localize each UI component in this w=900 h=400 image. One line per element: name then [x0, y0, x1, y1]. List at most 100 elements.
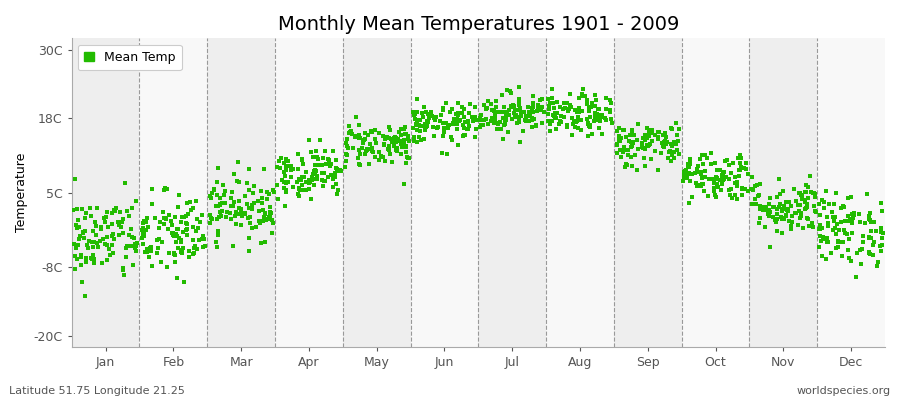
- Point: [508, 103, 522, 109]
- Point: [401, 132, 416, 139]
- Point: [262, 191, 276, 197]
- Point: [76, 230, 90, 236]
- Point: [492, 118, 507, 125]
- Point: [841, 195, 855, 201]
- Point: [734, 186, 749, 192]
- Point: [819, 256, 833, 262]
- Point: [241, 214, 256, 221]
- Point: [372, 149, 386, 155]
- Point: [266, 230, 280, 236]
- Point: [210, 191, 224, 198]
- Point: [407, 110, 421, 117]
- Point: [186, 244, 201, 251]
- Point: [490, 98, 504, 104]
- Point: [598, 115, 612, 122]
- Point: [263, 204, 277, 210]
- Point: [842, 218, 856, 224]
- Point: [682, 170, 697, 177]
- Point: [246, 190, 260, 196]
- Point: [447, 116, 462, 123]
- Point: [329, 191, 344, 197]
- Point: [128, 244, 142, 251]
- Point: [629, 167, 643, 173]
- Point: [413, 123, 428, 129]
- Point: [334, 168, 348, 174]
- Point: [626, 132, 641, 138]
- Point: [188, 242, 202, 249]
- Point: [479, 105, 493, 112]
- Point: [269, 164, 284, 170]
- Point: [625, 163, 639, 170]
- Point: [813, 226, 827, 233]
- Point: [307, 176, 321, 182]
- Point: [472, 115, 487, 121]
- Point: [468, 104, 482, 111]
- Point: [212, 209, 227, 215]
- Point: [122, 212, 137, 219]
- Point: [861, 250, 876, 256]
- Point: [344, 128, 358, 134]
- Point: [463, 101, 477, 108]
- Point: [733, 160, 747, 166]
- Point: [436, 105, 450, 111]
- Point: [84, 212, 98, 219]
- Point: [194, 236, 209, 242]
- Point: [724, 195, 739, 201]
- Point: [508, 112, 522, 118]
- Point: [784, 226, 798, 232]
- Point: [757, 207, 771, 213]
- Point: [458, 132, 473, 138]
- Point: [106, 206, 121, 213]
- Point: [826, 227, 841, 233]
- Point: [820, 235, 834, 242]
- Point: [491, 120, 506, 127]
- Point: [204, 194, 219, 201]
- Point: [733, 167, 747, 173]
- Point: [614, 154, 628, 160]
- Point: [407, 112, 421, 118]
- Point: [612, 132, 626, 139]
- Point: [863, 217, 878, 224]
- Point: [394, 132, 409, 139]
- Point: [834, 238, 849, 245]
- Point: [626, 143, 640, 150]
- Point: [292, 176, 306, 182]
- Point: [135, 227, 149, 233]
- Point: [487, 112, 501, 118]
- Point: [612, 138, 626, 144]
- Point: [256, 214, 271, 220]
- Point: [796, 196, 810, 202]
- Point: [78, 215, 93, 222]
- Point: [768, 217, 782, 224]
- Point: [741, 171, 755, 177]
- Point: [76, 228, 90, 235]
- Point: [375, 154, 390, 161]
- Point: [322, 163, 337, 170]
- Point: [766, 204, 780, 210]
- Point: [443, 109, 457, 115]
- Point: [264, 210, 278, 216]
- Point: [113, 209, 128, 215]
- Point: [252, 208, 266, 214]
- Point: [297, 174, 311, 180]
- Point: [87, 239, 102, 245]
- Point: [103, 252, 117, 258]
- Point: [574, 91, 589, 98]
- Point: [309, 147, 323, 154]
- Point: [257, 211, 272, 218]
- Point: [447, 117, 462, 123]
- Point: [713, 167, 727, 173]
- Point: [610, 141, 625, 148]
- Point: [232, 204, 247, 211]
- Point: [642, 133, 656, 140]
- Point: [419, 118, 434, 124]
- Point: [245, 202, 259, 208]
- Point: [307, 182, 321, 188]
- Point: [616, 127, 631, 134]
- Point: [342, 122, 356, 129]
- Point: [215, 208, 230, 214]
- Point: [74, 262, 88, 268]
- Point: [166, 230, 181, 236]
- Point: [545, 86, 560, 92]
- Point: [715, 171, 729, 178]
